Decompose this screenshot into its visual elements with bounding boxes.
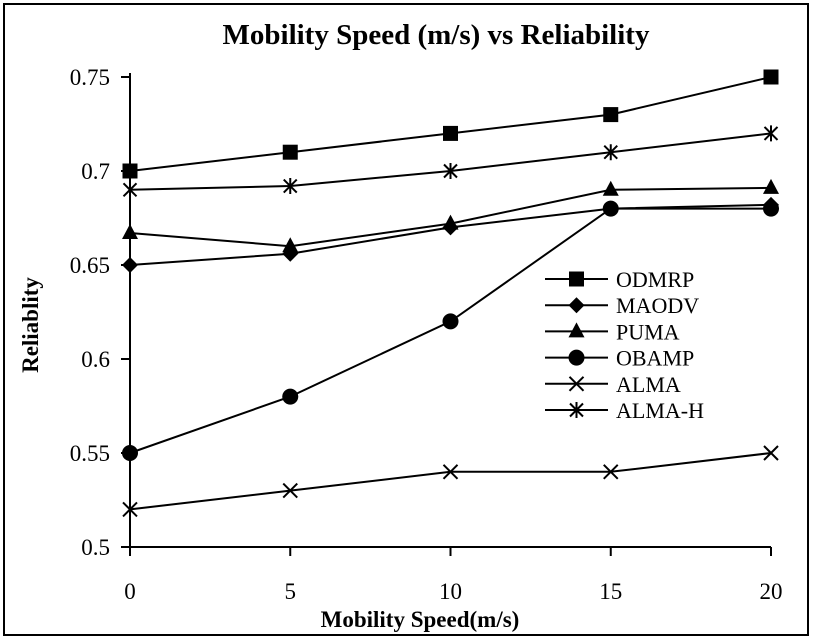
series-alma-point-marker <box>282 482 298 499</box>
x-tick-label: 10 <box>439 579 462 604</box>
series-puma-point-marker <box>282 237 299 253</box>
axes: 0.5 0.55 0.6 0.65 0.7 0.75 0 5 10 15 20 <box>70 65 783 604</box>
x-tick-label: 15 <box>599 579 622 604</box>
y-tick-label: 0.5 <box>81 535 110 560</box>
legend-puma-marker <box>568 322 585 338</box>
series-alma-point-marker <box>122 501 138 518</box>
series-odmrp <box>122 69 779 179</box>
y-axis-title: Reliablity <box>18 277 43 373</box>
legend-entry-maodv: MAODV <box>545 293 699 318</box>
series-alma-h <box>122 125 779 198</box>
legend-entry-puma: PUMA <box>545 319 680 344</box>
series-odmrp-point-marker <box>443 125 458 141</box>
series-alma-h-point-marker <box>443 163 458 179</box>
series-odmrp-point-marker <box>603 107 619 123</box>
series-odmrp-point-marker <box>122 163 138 179</box>
legend-alma-marker <box>568 376 585 392</box>
legend-maodv-marker <box>568 297 585 314</box>
series-alma-h-point-marker <box>122 181 138 198</box>
series-alma-h-point-marker <box>283 178 298 195</box>
legend-obamp-marker <box>568 349 585 366</box>
chart-title: Mobility Speed (m/s) vs Reliability <box>223 19 650 51</box>
legend-entry-obamp: OBAMP <box>545 346 694 371</box>
y-tick-label: 0.7 <box>81 159 110 184</box>
series-alma-point-marker <box>603 464 619 480</box>
x-axis-title: Mobility Speed(m/s) <box>321 607 520 632</box>
series-obamp-point-marker <box>122 445 138 461</box>
series-puma-point-marker <box>442 214 459 230</box>
legend-label: ALMA <box>616 372 681 397</box>
series-maodv-point-marker <box>122 257 138 273</box>
series-odmrp-point-marker <box>282 144 298 160</box>
y-tick-label: 0.75 <box>70 65 110 90</box>
series-alma-point-marker <box>442 464 459 480</box>
legend-label: ODMRP <box>616 267 694 292</box>
x-tick-label: 5 <box>285 579 297 604</box>
series-alma-h-point-marker <box>603 144 618 161</box>
series-alma <box>122 445 779 518</box>
series-puma-point-marker <box>122 224 138 240</box>
series-obamp-point-marker <box>602 200 619 217</box>
y-tick-label: 0.6 <box>81 347 110 372</box>
series-obamp-point-marker <box>442 313 459 330</box>
legend-label: MAODV <box>616 293 699 318</box>
x-tick-label: 0 <box>124 579 136 604</box>
series-layer <box>122 69 779 518</box>
legend-label: ALMA-H <box>616 398 704 423</box>
legend-label: PUMA <box>616 319 680 344</box>
series-alma-point-marker <box>763 445 779 461</box>
chart-frame <box>3 3 809 636</box>
series-odmrp-point-marker <box>763 69 779 85</box>
series-puma-point-marker <box>602 180 619 196</box>
series-obamp <box>122 200 779 461</box>
series-obamp-point-marker <box>282 388 299 405</box>
y-tick-label: 0.55 <box>70 441 110 466</box>
series-alma-h-point-marker <box>763 125 779 142</box>
y-tick-label: 0.65 <box>70 253 110 278</box>
legend-label: OBAMP <box>616 346 694 371</box>
series-puma-point-marker <box>763 178 779 194</box>
series-puma <box>122 178 779 253</box>
legend-alma-h-marker <box>569 402 584 418</box>
legend-odmrp-marker <box>569 271 584 287</box>
x-tick-label: 20 <box>760 579 783 604</box>
legend-entry-alma: ALMA <box>545 372 681 397</box>
legend-entry-odmrp: ODMRP <box>545 267 694 292</box>
legend-entry-alma-h: ALMA-H <box>545 398 704 423</box>
series-obamp-point-marker <box>763 200 779 217</box>
